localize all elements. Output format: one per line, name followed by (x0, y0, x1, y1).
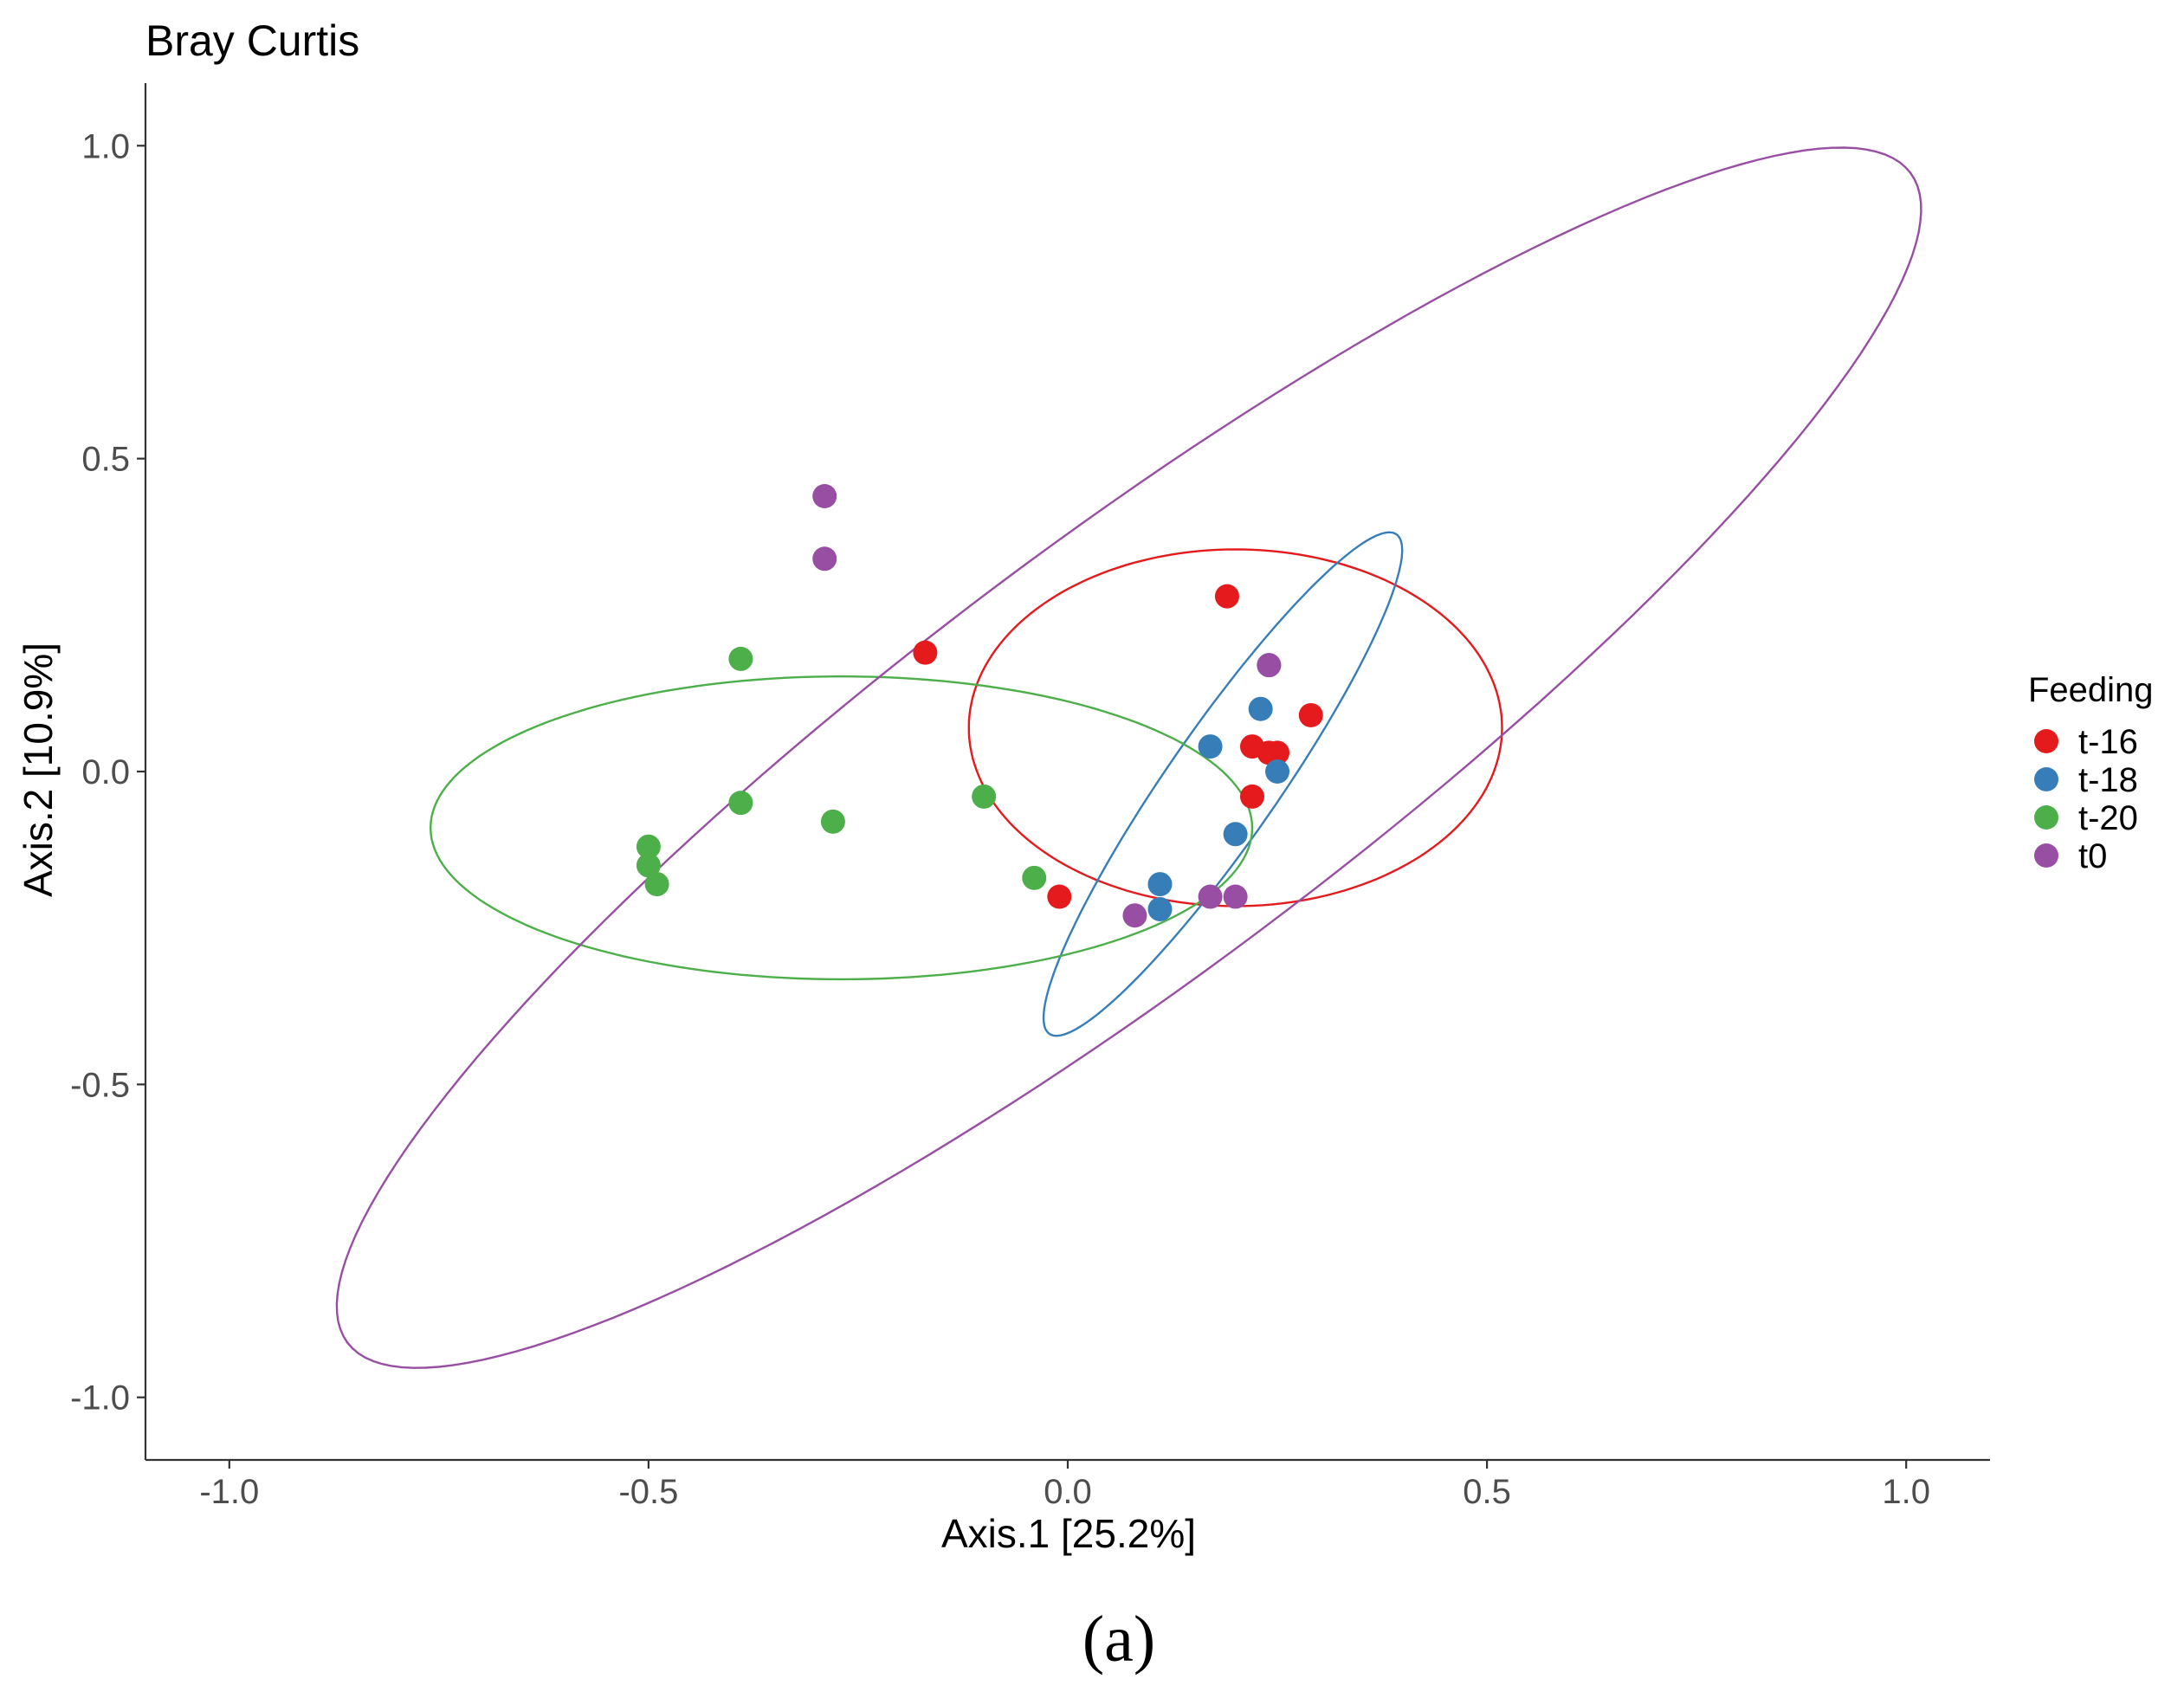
point-t-16 (1240, 784, 1264, 809)
legend-label-t-18: t-18 (2078, 761, 2138, 799)
point-t-20 (636, 853, 661, 878)
point-t-16 (1047, 884, 1072, 909)
point-t0 (1223, 884, 1248, 909)
x-tick-label: 1.0 (1882, 1473, 1930, 1511)
x-tick-label: 0.5 (1463, 1473, 1511, 1511)
ellipse-t-20 (429, 675, 1254, 981)
point-t-20 (820, 809, 845, 834)
point-t0 (812, 484, 837, 508)
point-t0 (1198, 884, 1223, 909)
y-axis-ticks: -1.0 -0.5 0.0 0.5 1.0 (70, 127, 145, 1418)
point-t-16 (1265, 740, 1290, 765)
point-t-18 (1147, 897, 1173, 921)
point-t-18 (1147, 872, 1173, 897)
y-tick-label: 0.5 (81, 441, 130, 479)
point-t-18 (1248, 696, 1273, 721)
y-axis-label: Axis.2 [10.9%] (16, 643, 61, 897)
point-t-16 (1214, 584, 1239, 609)
legend-swatch-t-20 (2034, 805, 2058, 830)
point-t-18 (1265, 759, 1290, 784)
point-t-18 (1198, 734, 1223, 759)
point-t0 (1257, 653, 1282, 678)
ellipse-t-18 (1042, 531, 1404, 1037)
point-t-16 (1298, 702, 1323, 727)
legend-label-t-20: t-20 (2078, 799, 2138, 837)
figure-caption: (a) (1082, 1603, 1155, 1676)
scatter-points (636, 484, 1323, 928)
confidence-ellipses (335, 146, 1922, 1369)
legend-swatch-t-18 (2034, 767, 2058, 791)
point-t-20 (644, 872, 669, 897)
point-t-18 (1223, 822, 1248, 847)
ellipse-t-16 (967, 548, 1503, 907)
point-t-20 (728, 791, 753, 816)
point-t0 (812, 546, 837, 572)
point-t-20 (728, 646, 753, 671)
legend-title: Feeding (2028, 671, 2154, 709)
axes (144, 83, 1990, 1462)
point-t-16 (913, 640, 938, 665)
point-t-20 (636, 834, 661, 859)
y-tick-label: 1.0 (81, 127, 130, 165)
x-axis-label: Axis.1 [25.2%] (941, 1511, 1196, 1556)
x-tick-label: -0.5 (618, 1473, 678, 1511)
point-t-20 (1022, 865, 1047, 890)
legend-swatch-t-16 (2034, 729, 2058, 753)
ellipse-t0 (335, 146, 1922, 1369)
x-tick-label: 0.0 (1044, 1473, 1092, 1511)
y-tick-label: -0.5 (70, 1066, 130, 1104)
y-tick-label: 0.0 (81, 753, 130, 791)
legend-swatch-t0 (2034, 843, 2058, 868)
legend-label-t0: t0 (2078, 837, 2107, 875)
point-t-20 (972, 784, 997, 809)
point-t0 (1122, 903, 1147, 928)
x-tick-label: -1.0 (199, 1473, 259, 1511)
x-axis-ticks: -1.0 -0.5 0.0 0.5 1.0 (199, 1460, 1930, 1511)
legend-label-t-16: t-16 (2078, 723, 2138, 761)
chart-title: Bray Curtis (145, 16, 359, 65)
y-tick-label: -1.0 (70, 1379, 130, 1418)
